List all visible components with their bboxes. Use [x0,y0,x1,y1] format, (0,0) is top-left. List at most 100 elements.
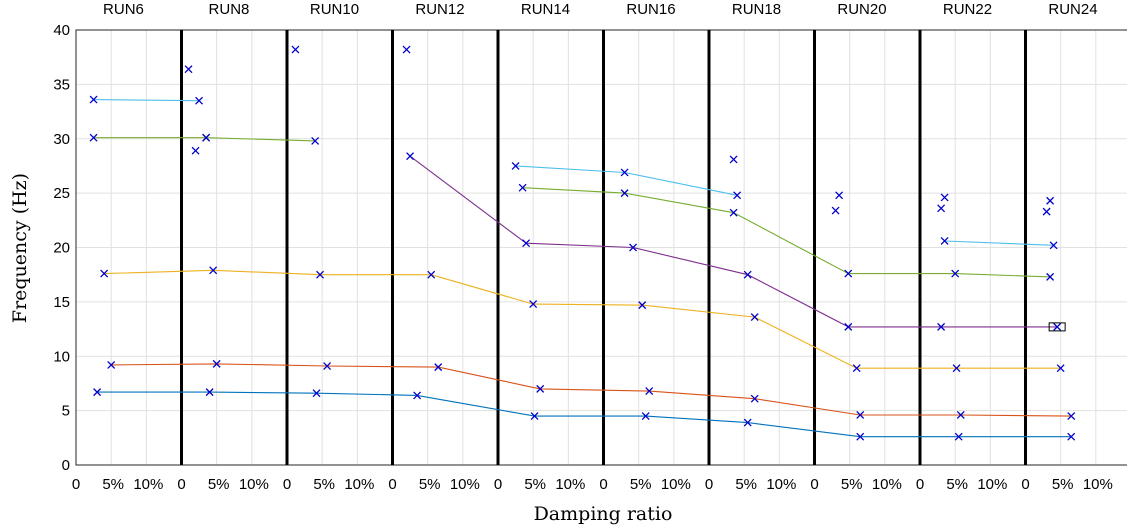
x-tick-label: 5% [208,476,230,493]
x-tick-label: 5% [419,476,441,493]
x-marker [323,362,332,370]
y-tick-labels: 0 5 10 15 20 25 30 35 40 [53,22,70,474]
x-tick-label: 5% [102,476,124,493]
x-tick-label: 5% [1052,476,1074,493]
x-tick-label: 10% [344,476,374,493]
x-marker [184,65,193,74]
x-tick-label: 10% [133,476,163,493]
x-marker [89,95,98,104]
x-tick-labels: 0 5% 10% 0 5% 10% 0 5% 10% 0 5% 10% 0 5% 10% 0 5% 10% 0 5% 1… [72,476,1113,493]
y-tick-label: 0 [62,457,70,474]
x-marker [100,269,109,278]
y-tick-label: 25 [53,185,70,202]
x-marker [511,161,520,170]
x-tick-label: 0 [705,476,713,493]
run-label: RUN8 [209,1,250,18]
y-tick-label: 35 [53,76,70,93]
x-marker [940,237,949,245]
y-tick-label: 30 [53,131,70,148]
x-marker [1042,207,1051,216]
run-label: RUN14 [521,1,570,18]
x-marker [202,133,211,142]
x-marker [1056,364,1065,373]
x-marker [844,322,853,331]
run-label: RUN20 [837,1,886,18]
x-marker [733,191,742,200]
run-labels: RUN6 RUN8 RUN10 RUN12 RUN14 RUN16 RUN18 RUN20 RU… [103,1,1098,18]
x-tick-label: 0 [810,476,818,493]
x-marker [750,394,759,403]
x-tick-label: 10% [872,476,902,493]
x-marker [427,270,436,279]
x-tick-label: 10% [239,476,269,493]
x-tick-label: 5% [841,476,863,493]
x-marker [93,388,102,397]
x-marker [1053,322,1062,331]
x-tick-label: 0 [599,476,607,493]
x-marker [311,136,320,145]
x-marker [107,360,116,369]
series-line [522,187,1051,278]
x-marker [937,204,946,213]
x-marker [954,432,963,441]
y-tick-label: 40 [53,22,70,39]
x-marker [530,412,539,421]
x-marker [743,270,752,279]
x-tick-label: 10% [977,476,1007,493]
run-label: RUN16 [626,1,675,18]
x-marker [951,269,960,278]
x-marker [1049,241,1058,250]
x-marker [212,359,221,368]
x-axis-title: Damping ratio [534,503,673,525]
x-marker [629,243,637,252]
x-marker [89,133,98,142]
x-tick-label: 0 [177,476,185,493]
x-marker [522,239,531,248]
x-tick-label: 5% [946,476,968,493]
x-marker [406,152,415,161]
x-marker [940,193,949,202]
x-tick-label: 0 [388,476,396,493]
x-marker [638,301,647,310]
run-label: RUN12 [415,1,464,18]
x-marker [205,388,214,397]
x-marker [434,363,443,372]
x-marker [729,155,738,164]
run-separators [75,29,1127,466]
series-line [111,363,1072,417]
x-tick-label: 10% [1083,476,1113,493]
x-marker [852,364,861,373]
series-line [97,391,1072,438]
x-marker [191,146,200,155]
x-tick-label: 10% [555,476,585,493]
x-tick-label: 0 [494,476,502,493]
x-marker [195,96,204,105]
x-marker [536,384,545,393]
x-marker [1067,412,1076,421]
x-marker [312,389,321,398]
x-marker [413,391,422,400]
x-marker [1067,432,1076,441]
x-marker [743,418,752,427]
x-tick-label: 0 [1021,476,1029,493]
x-tick-label: 0 [283,476,291,493]
series-line [944,240,1054,246]
x-tick-label: 5% [524,476,546,493]
x-marker [518,183,527,192]
x-marker [856,411,865,419]
x-tick-label: 0 [72,476,80,493]
x-marker [835,191,844,200]
x-marker [402,45,411,54]
x-marker [952,364,961,373]
x-tick-label: 0 [916,476,924,493]
x-tick-label: 10% [450,476,480,493]
x-marker [1046,196,1055,205]
x-marker [529,300,538,309]
x-marker [844,269,853,278]
run-label: RUN24 [1048,1,1097,18]
run-label: RUN18 [732,1,781,18]
x-marker [831,206,840,215]
x-marker [209,266,218,275]
run-label: RUN6 [103,1,144,18]
y-tick-label: 20 [53,240,70,257]
